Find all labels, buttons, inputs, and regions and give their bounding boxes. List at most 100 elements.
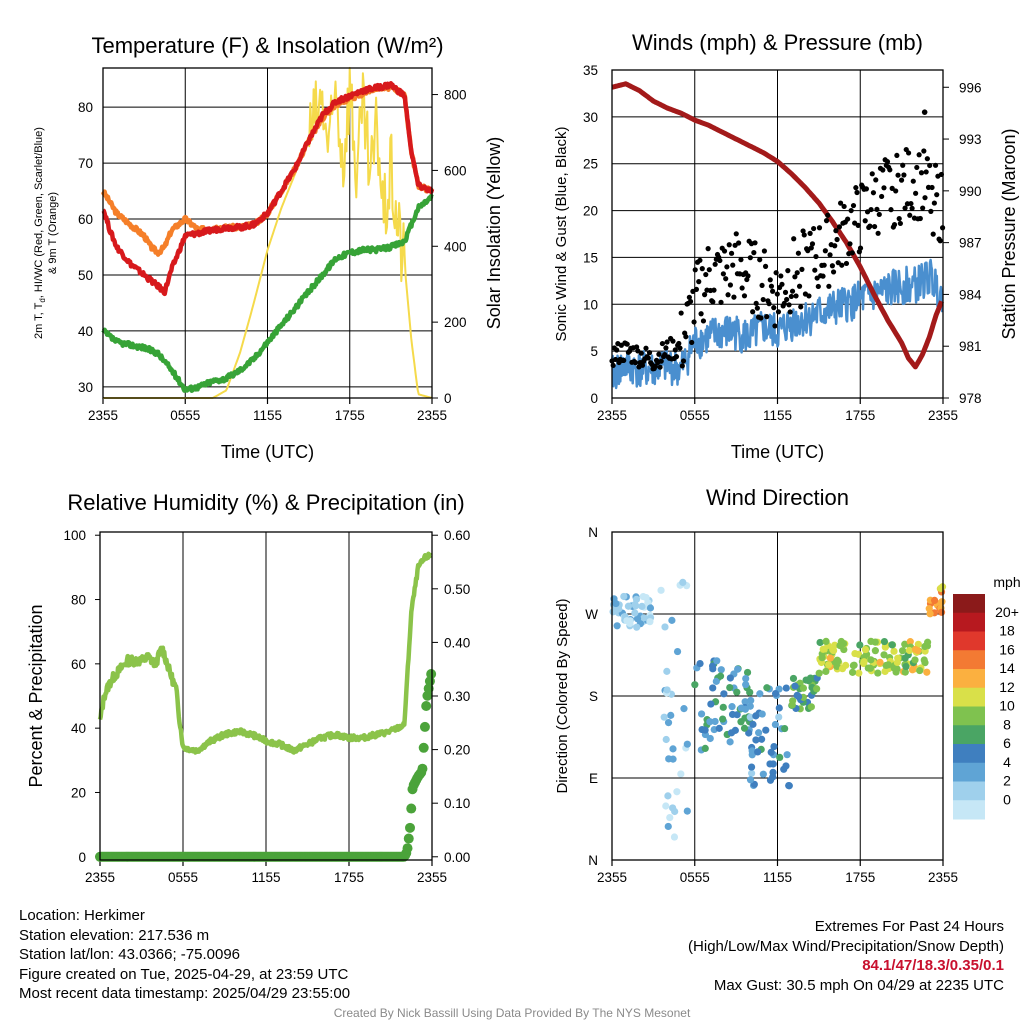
gust-point	[908, 200, 914, 207]
direction-point	[783, 751, 791, 759]
direction-point	[711, 717, 719, 726]
gust-point	[820, 273, 826, 279]
y-right-tick-label: 0.60	[444, 528, 470, 543]
direction-point	[795, 692, 803, 701]
direction-point	[923, 668, 931, 676]
direction-point	[691, 681, 699, 689]
gust-point	[809, 241, 816, 247]
gust-point	[855, 222, 861, 228]
direction-point	[706, 718, 714, 726]
direction-point	[671, 807, 679, 816]
direction-point	[683, 807, 691, 815]
direction-point	[733, 688, 741, 696]
y-axis-label-line2: & 9m T (Orange)	[47, 192, 59, 274]
panel-3: 2355 0555 1155 1755 2355 0 20 40 60 80 100 0.00 0.10…	[26, 490, 470, 885]
direction-point	[746, 713, 754, 721]
direction-point	[752, 712, 760, 720]
legend-label: 20+	[995, 604, 1019, 620]
direction-point	[667, 711, 675, 719]
gust-point	[771, 305, 777, 311]
gust-point	[778, 273, 784, 279]
legend-label: 8	[1003, 716, 1011, 732]
gust-point	[645, 355, 651, 361]
gust-point	[792, 274, 798, 280]
extremes-info: Extremes For Past 24 Hours (High/Low/Max…	[688, 917, 1004, 995]
gust-point	[867, 223, 873, 229]
y-tick-label: 50	[78, 268, 93, 283]
y-right-tick-label: 978	[959, 391, 982, 406]
y-right-tick-label: 800	[444, 88, 467, 103]
gust-point	[736, 240, 742, 246]
direction-point	[709, 684, 717, 692]
direction-point	[745, 729, 753, 737]
series-precip	[95, 669, 437, 862]
gust-point	[612, 356, 619, 363]
gust-point	[893, 188, 899, 194]
direction-point	[717, 666, 725, 674]
gust-point	[727, 282, 734, 288]
direction-point	[888, 641, 896, 649]
legend-swatch	[953, 612, 985, 632]
direction-point	[791, 682, 799, 690]
direction-point	[646, 604, 655, 612]
direction-point	[871, 647, 879, 655]
gust-point	[711, 287, 717, 293]
gust-point	[931, 200, 937, 206]
direction-point	[683, 740, 691, 748]
direction-point	[740, 724, 749, 732]
gust-point	[730, 262, 736, 268]
y-right-tick-label: 0.10	[444, 796, 470, 811]
gust-point	[785, 268, 791, 274]
x-tick-label: 1155	[251, 870, 280, 885]
y-tick-label: 30	[78, 380, 93, 395]
y-right-tick-label: 600	[444, 163, 467, 178]
y-right-tick-label: 993	[959, 132, 982, 147]
direction-point	[836, 641, 844, 650]
gust-point	[639, 362, 646, 368]
gust-point	[683, 334, 689, 340]
gust-point	[698, 311, 704, 317]
gust-point	[676, 340, 682, 347]
y-tick-label: 60	[78, 212, 93, 227]
chart-title: Temperature (F) & Insolation (W/m²)	[91, 33, 443, 58]
x-tick-label: 2355	[928, 870, 958, 885]
precip-point	[418, 742, 429, 753]
extremes-subtitle: (High/Low/Max Wind/Precipitation/Snow De…	[688, 937, 1004, 955]
direction-point	[776, 753, 784, 762]
direction-point	[742, 674, 750, 683]
gust-point	[847, 241, 853, 247]
gust-point	[917, 215, 923, 222]
direction-point	[825, 661, 833, 669]
y-right-tick-label: 0.40	[444, 635, 470, 650]
gust-point	[920, 205, 926, 211]
y-tick-label: 35	[583, 63, 598, 78]
direction-point	[893, 658, 901, 667]
direction-point	[742, 681, 750, 689]
direction-point	[679, 578, 687, 587]
direction-point	[633, 615, 642, 623]
x-tick-label: 2355	[597, 408, 627, 423]
direction-point	[746, 688, 754, 696]
direction-point	[880, 651, 888, 659]
x-axis-label: Time (UTC)	[731, 442, 824, 462]
direction-point	[726, 683, 734, 692]
direction-point	[713, 657, 721, 665]
precip-point	[402, 843, 413, 854]
gust-point	[664, 339, 670, 345]
chart-title: Wind Direction	[706, 485, 849, 510]
gust-point	[845, 216, 851, 222]
direction-point	[666, 813, 674, 822]
direction-point	[673, 788, 681, 796]
y-right-tick-label: 0.30	[444, 689, 470, 704]
direction-point	[746, 776, 755, 784]
direction-point	[662, 735, 670, 744]
gust-point	[928, 208, 934, 215]
gust-point	[879, 193, 885, 200]
gust-point	[871, 223, 878, 230]
legend-label: 14	[999, 660, 1015, 676]
direction-point	[743, 668, 752, 677]
plot-frame	[99, 531, 433, 861]
direction-point	[767, 748, 775, 756]
gust-point	[929, 184, 935, 191]
direction-point	[848, 668, 857, 676]
